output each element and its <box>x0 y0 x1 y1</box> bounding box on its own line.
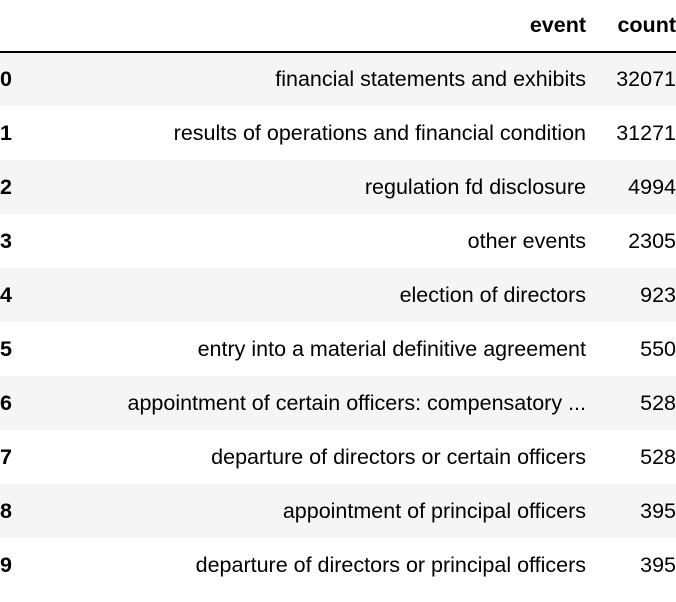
count-cell: 528 <box>640 444 676 469</box>
event-cell: financial statements and exhibits <box>275 67 586 91</box>
column-header-event: event <box>40 0 586 53</box>
table-row: 2 regulation fd disclosure 4994 <box>0 160 676 214</box>
count-cell: 4994 <box>628 174 676 199</box>
table-row: 6 appointment of certain officers: compe… <box>0 376 676 430</box>
table-body: 0 financial statements and exhibits 3207… <box>0 52 676 592</box>
table-row: 0 financial statements and exhibits 3207… <box>0 52 676 106</box>
event-cell: results of operations and financial cond… <box>173 120 586 145</box>
count-cell: 31271 <box>616 120 676 145</box>
table-header: event count <box>0 0 676 53</box>
table-row: 3 other events 2305 <box>0 214 676 268</box>
table-row: 1 results of operations and financial co… <box>0 106 676 160</box>
row-index: 7 <box>0 444 12 469</box>
row-index: 1 <box>0 120 12 145</box>
count-cell: 395 <box>640 498 676 523</box>
count-cell: 2305 <box>628 228 676 253</box>
count-cell: 528 <box>640 390 676 415</box>
table-row: 7 departure of directors or certain offi… <box>0 430 676 484</box>
row-index: 4 <box>0 282 12 307</box>
column-header-count: count <box>586 0 676 53</box>
count-cell: 550 <box>640 336 676 361</box>
table-row: 5 entry into a material definitive agree… <box>0 322 676 376</box>
event-cell: appointment of principal officers <box>282 498 586 523</box>
row-index: 8 <box>0 498 12 523</box>
event-cell: election of directors <box>399 282 586 307</box>
header-row: event count <box>0 0 676 53</box>
event-cell: regulation fd disclosure <box>364 174 586 199</box>
event-cell: departure of directors or certain office… <box>211 444 586 469</box>
row-index: 3 <box>0 228 12 253</box>
table-row: 4 election of directors 923 <box>0 268 676 322</box>
row-index: 0 <box>0 67 12 91</box>
count-cell: 923 <box>640 282 676 307</box>
event-cell: entry into a material definitive agreeme… <box>197 336 586 361</box>
table-row: 9 departure of directors or principal of… <box>0 538 676 592</box>
count-cell: 395 <box>640 552 676 577</box>
event-cell: other events <box>467 228 586 253</box>
event-cell: departure of directors or principal offi… <box>195 552 586 577</box>
row-index: 9 <box>0 552 12 577</box>
row-index: 2 <box>0 174 12 199</box>
event-cell: appointment of certain officers: compens… <box>127 390 586 415</box>
row-index: 5 <box>0 336 12 361</box>
index-header <box>0 0 40 53</box>
row-index: 6 <box>0 390 12 415</box>
count-cell: 32071 <box>616 67 676 91</box>
table-row: 8 appointment of principal officers 395 <box>0 484 676 538</box>
